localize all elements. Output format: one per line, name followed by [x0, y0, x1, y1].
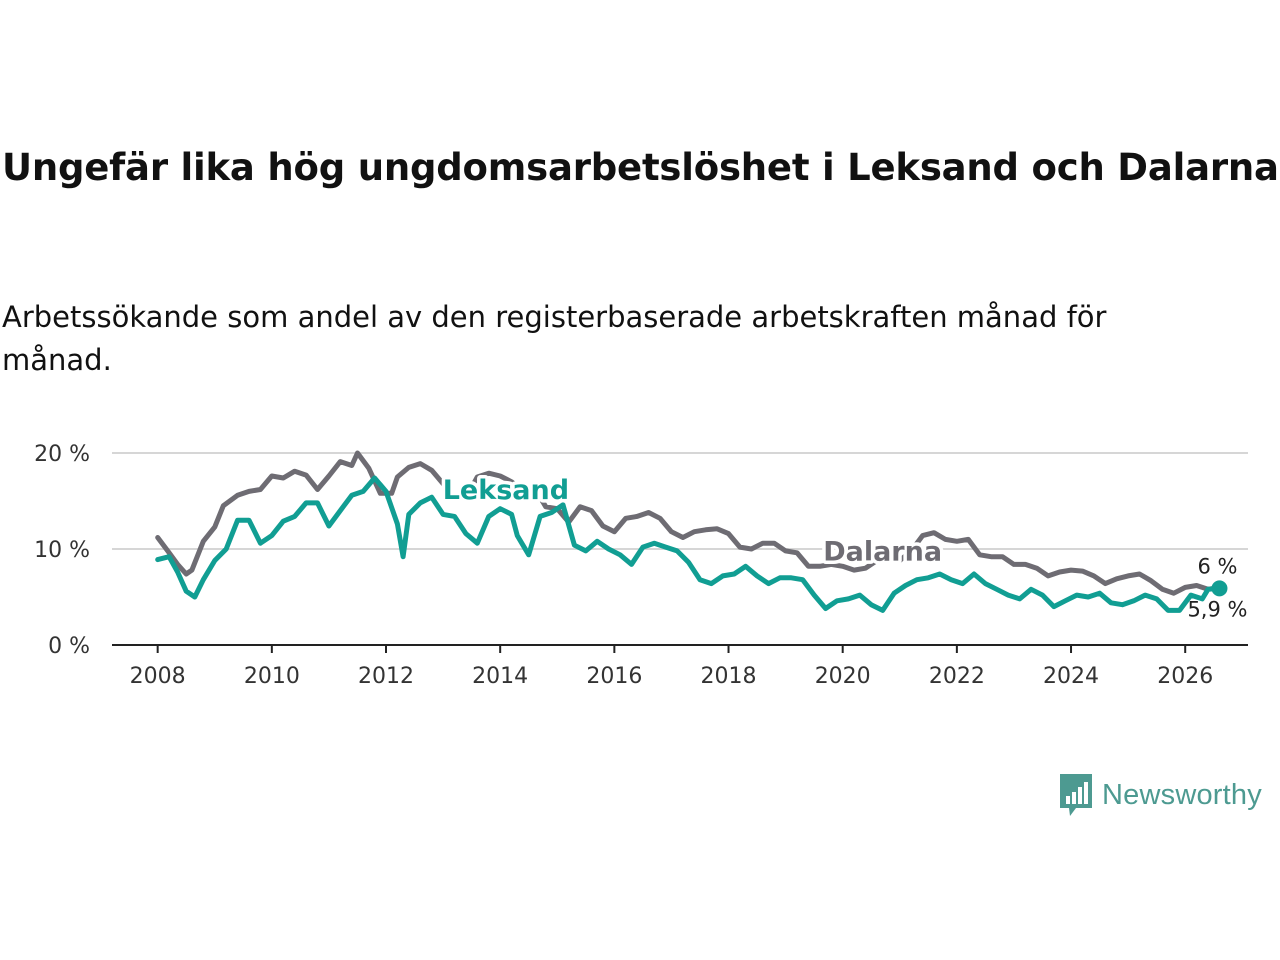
gridlines: [112, 452, 1248, 550]
x-tick-label: 2012: [358, 664, 414, 689]
x-tick-label: 2026: [1157, 664, 1213, 689]
y-tick-label: 10 %: [34, 538, 90, 563]
line-chart: 0 % 10 % 20 % 2008 2010 2012 2014 2016 2018 2020 2…: [34, 442, 1248, 689]
brand-name: Newsworthy: [1102, 778, 1262, 811]
end-point-leksand: [1211, 580, 1228, 597]
series-line-leksand: [155, 475, 1222, 613]
newsworthy-logo-icon: [1060, 774, 1092, 816]
x-tick-label: 2024: [1043, 664, 1099, 689]
annotation-halo-leksand: Leksand: [443, 475, 569, 506]
y-tick-label: 20 %: [34, 442, 90, 467]
end-label-leksand: 5,9 %: [1187, 597, 1247, 621]
x-tick-label: 2016: [586, 664, 642, 689]
y-tick-label: 0 %: [48, 634, 90, 659]
axes: 0 % 10 % 20 % 2008 2010 2012 2014 2016 2018 2020 2…: [34, 442, 1248, 689]
series-line-dalarna: [155, 450, 1222, 596]
chart-subtitle: Arbetssökande som andel av den registerb…: [2, 300, 1107, 377]
x-tick-label: 2008: [130, 664, 186, 689]
x-tick-label: 2022: [929, 664, 985, 689]
end-label-dalarna: 6 %: [1197, 554, 1237, 578]
series-lines: [155, 450, 1222, 613]
annotation-dalarna: Dalarna: [823, 537, 942, 568]
chart-title: Ungefär lika hög ungdomsarbetslöshet i L…: [2, 146, 1279, 189]
annotation-halo-dalarna: Dalarna: [823, 537, 942, 568]
newsworthy-brand[interactable]: Newsworthy: [1058, 770, 1262, 820]
x-tick-label: 2020: [815, 664, 871, 689]
x-tick-label: 2018: [701, 664, 757, 689]
x-tick-label: 2014: [472, 664, 528, 689]
x-tick-label: 2010: [244, 664, 300, 689]
annotation-leksand: Leksand: [443, 475, 569, 506]
